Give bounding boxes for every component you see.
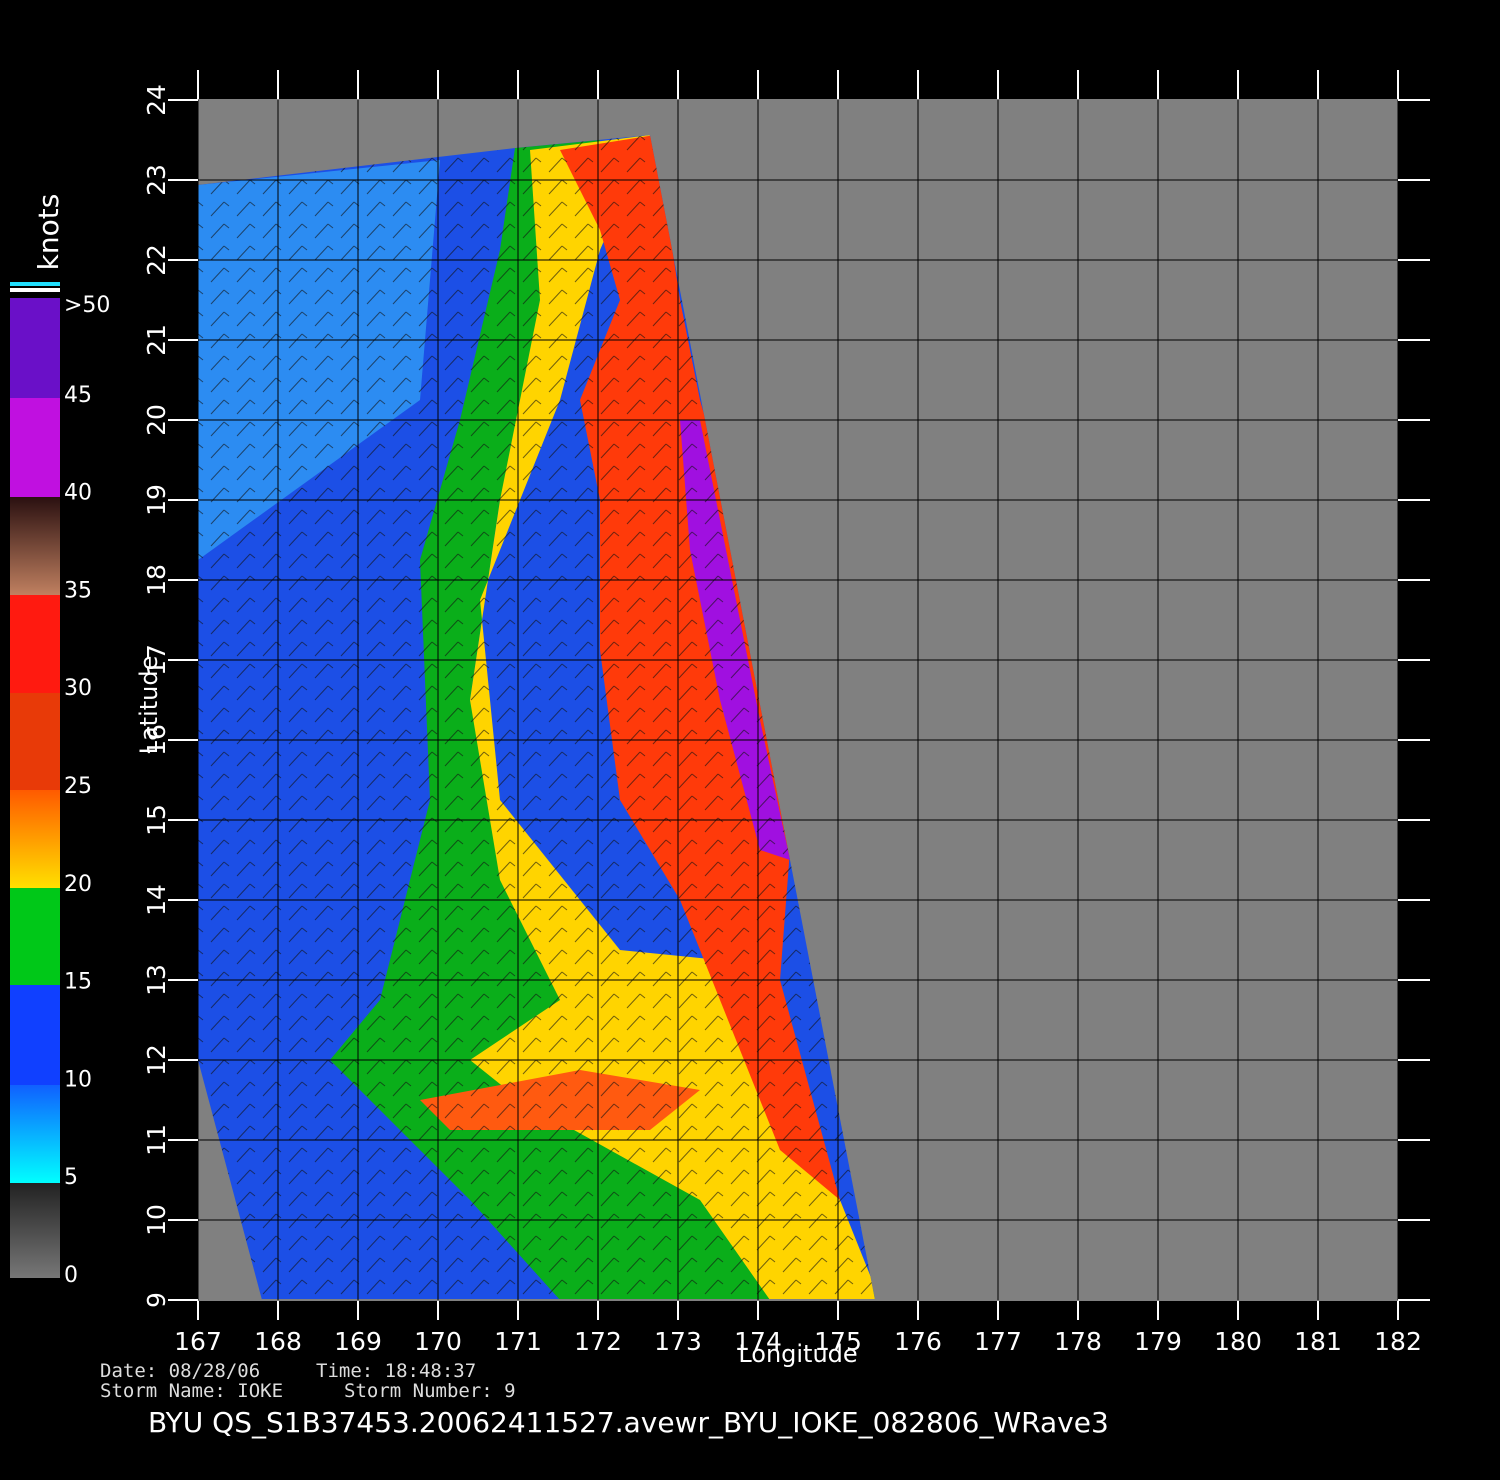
x-tick-label: 169: [334, 1327, 382, 1356]
colorbar-tick-label: 25: [64, 774, 92, 799]
colorbar-tick-label: 40: [64, 481, 92, 506]
y-tick-label: 15: [142, 804, 171, 836]
colorbar-tick-label: 15: [64, 970, 92, 995]
colorbar-tick-label: 5: [64, 1165, 78, 1190]
colorbar-segment: [10, 790, 60, 888]
colorbar-segment: [10, 985, 60, 1085]
x-tick-label: 173: [654, 1327, 702, 1356]
y-tick-label: 14: [142, 884, 171, 916]
colorbar-tick-label: 0: [64, 1263, 78, 1288]
colorbar-segment: [10, 1085, 60, 1183]
colorbar-tick-label: >50: [64, 293, 110, 318]
y-tick-label: 21: [142, 324, 171, 356]
storm-number: Storm Number: 9: [344, 1380, 516, 1402]
x-tick-label: 179: [1134, 1327, 1182, 1356]
x-tick-label: 172: [574, 1327, 622, 1356]
y-tick-label: 20: [142, 404, 171, 436]
colorbar-segment: [10, 693, 60, 790]
y-tick-label: 18: [142, 564, 171, 596]
y-tick-label: 24: [142, 84, 171, 116]
y-tick-label: 11: [142, 1124, 171, 1156]
x-tick-label: 177: [974, 1327, 1022, 1356]
colorbar-tick-label: 30: [64, 676, 92, 701]
y-axis-label: Latitude: [135, 656, 163, 755]
colorbar-segment: [10, 595, 60, 693]
colorbar-segment: [10, 497, 60, 595]
colorbar-segment: [10, 298, 60, 398]
x-tick-label: 171: [494, 1327, 542, 1356]
x-tick-label: 167: [174, 1327, 222, 1356]
colorbar-segment: [10, 1183, 60, 1278]
y-tick-label: 22: [142, 244, 171, 276]
colorbar-cap: [10, 282, 60, 286]
y-tick-label: 9: [142, 1292, 171, 1308]
title: BYU QS_S1B37453.20062411527.avewr_BYU_IO…: [148, 1406, 1109, 1439]
date: Date: 08/28/06: [100, 1360, 260, 1382]
time: Time: 18:48:37: [316, 1360, 476, 1382]
y-tick-label: 17: [142, 644, 171, 676]
colorbar-tick-label: 10: [64, 1067, 92, 1092]
x-axis-label: Longitude: [738, 1340, 857, 1368]
storm-name: Storm Name: IOKE: [100, 1380, 283, 1402]
colorbar-tick-label: 45: [64, 383, 92, 408]
y-tick-label: 19: [142, 484, 171, 516]
y-tick-label: 16: [142, 724, 171, 756]
y-tick-label: 12: [142, 1044, 171, 1076]
y-tick-label: 23: [142, 164, 171, 196]
colorbar-segment: [10, 888, 60, 985]
x-tick-label: 178: [1054, 1327, 1102, 1356]
x-tick-label: 170: [414, 1327, 462, 1356]
y-tick-label: 10: [142, 1204, 171, 1236]
x-tick-label: 168: [254, 1327, 302, 1356]
x-tick-label: 181: [1294, 1327, 1342, 1356]
y-tick-label: 13: [142, 964, 171, 996]
colorbar-tick-label: 35: [64, 578, 92, 603]
x-tick-label: 176: [894, 1327, 942, 1356]
colorbar-tick-label: 20: [64, 872, 92, 897]
x-tick-label: 180: [1214, 1327, 1262, 1356]
colorbar-segment: [10, 398, 60, 497]
colorbar-cap: [10, 288, 60, 292]
x-tick-label: 174: [734, 1327, 782, 1356]
x-tick-label: 182: [1374, 1327, 1422, 1356]
colorbar-label: knots: [32, 194, 65, 271]
x-tick-label: 175: [814, 1327, 862, 1356]
